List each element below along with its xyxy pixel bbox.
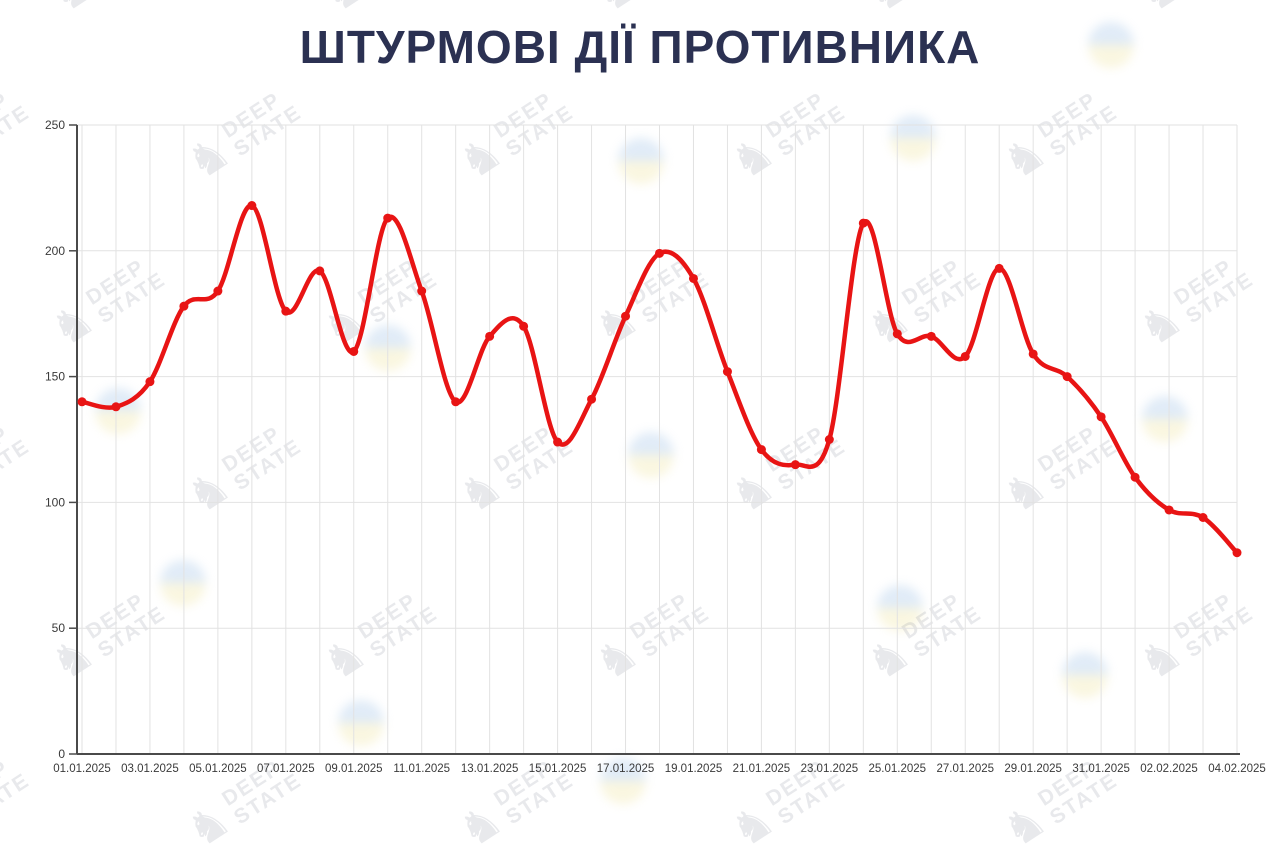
data-point[interactable] (315, 266, 325, 276)
x-axis-tick-label: 31.01.2025 (1072, 763, 1130, 775)
data-point[interactable] (519, 321, 529, 331)
data-point[interactable] (111, 402, 121, 412)
y-axis-tick-label: 0 (58, 747, 65, 761)
data-point[interactable] (892, 329, 902, 339)
x-axis-tick-label: 17.01.2025 (597, 763, 655, 775)
data-point[interactable] (587, 394, 597, 404)
data-point[interactable] (417, 286, 427, 296)
x-axis-tick-label: 04.02.2025 (1208, 763, 1266, 775)
data-point[interactable] (1130, 472, 1140, 482)
y-axis-tick-label: 250 (45, 118, 65, 132)
page-title: ШТУРМОВІ ДІЇ ПРОТИВНИКА (299, 21, 981, 73)
data-point[interactable] (824, 435, 834, 444)
data-point[interactable] (688, 273, 698, 283)
x-axis-tick-label: 27.01.2025 (936, 763, 994, 775)
x-axis-tick-label: 29.01.2025 (1004, 763, 1062, 775)
x-axis-tick-label: 15.01.2025 (529, 763, 587, 775)
x-axis-tick-label: 19.01.2025 (665, 763, 723, 775)
x-axis-tick-label: 03.01.2025 (121, 763, 179, 775)
data-point[interactable] (213, 286, 223, 296)
data-point[interactable] (383, 213, 393, 223)
y-axis-tick-label: 100 (45, 495, 65, 509)
x-axis-tick-label: 11.01.2025 (393, 763, 450, 775)
data-point[interactable] (722, 367, 732, 377)
data-point[interactable] (145, 377, 155, 387)
data-point[interactable] (553, 437, 563, 447)
x-axis-tick-label: 13.01.2025 (461, 763, 519, 775)
data-point[interactable] (960, 351, 970, 361)
data-point[interactable] (790, 460, 800, 470)
x-axis-tick-label: 01.01.2025 (53, 763, 111, 775)
assault-actions-line-chart: 0 50 100 150 200 250 01.01.2025 03.01.2025 05.01… (45, 118, 1266, 775)
data-point[interactable] (485, 331, 495, 341)
data-point[interactable] (994, 263, 1004, 273)
x-axis-tick-label: 21.01.2025 (733, 763, 791, 775)
x-axis-tick-label: 02.02.2025 (1140, 763, 1198, 775)
x-axis-tick-label: 05.01.2025 (189, 763, 247, 775)
data-point[interactable] (179, 301, 189, 311)
data-point[interactable] (77, 397, 87, 407)
data-point[interactable] (655, 248, 664, 258)
data-point[interactable] (281, 306, 291, 316)
data-point[interactable] (349, 346, 359, 356)
data-point[interactable] (1232, 548, 1242, 558)
y-axis-tick-label: 50 (52, 621, 66, 635)
data-point[interactable] (858, 218, 868, 228)
y-axis-tick-label: 150 (45, 370, 65, 384)
x-axis-tick-label: 07.01.2025 (257, 763, 315, 775)
data-point[interactable] (247, 201, 257, 211)
x-axis-tick-label: 25.01.2025 (869, 763, 927, 775)
data-point[interactable] (1062, 372, 1072, 382)
data-point[interactable] (1096, 412, 1106, 422)
data-point[interactable] (756, 445, 766, 455)
data-point[interactable] (1164, 505, 1174, 515)
data-point[interactable] (451, 397, 461, 407)
x-axis-tick-label: 23.01.2025 (801, 763, 859, 775)
data-point[interactable] (1198, 512, 1208, 522)
y-axis-tick-label: 200 (45, 244, 65, 258)
x-axis-tick-label: 09.01.2025 (325, 763, 383, 775)
data-point[interactable] (926, 331, 936, 341)
data-point[interactable] (621, 311, 631, 321)
data-point[interactable] (1028, 349, 1038, 359)
